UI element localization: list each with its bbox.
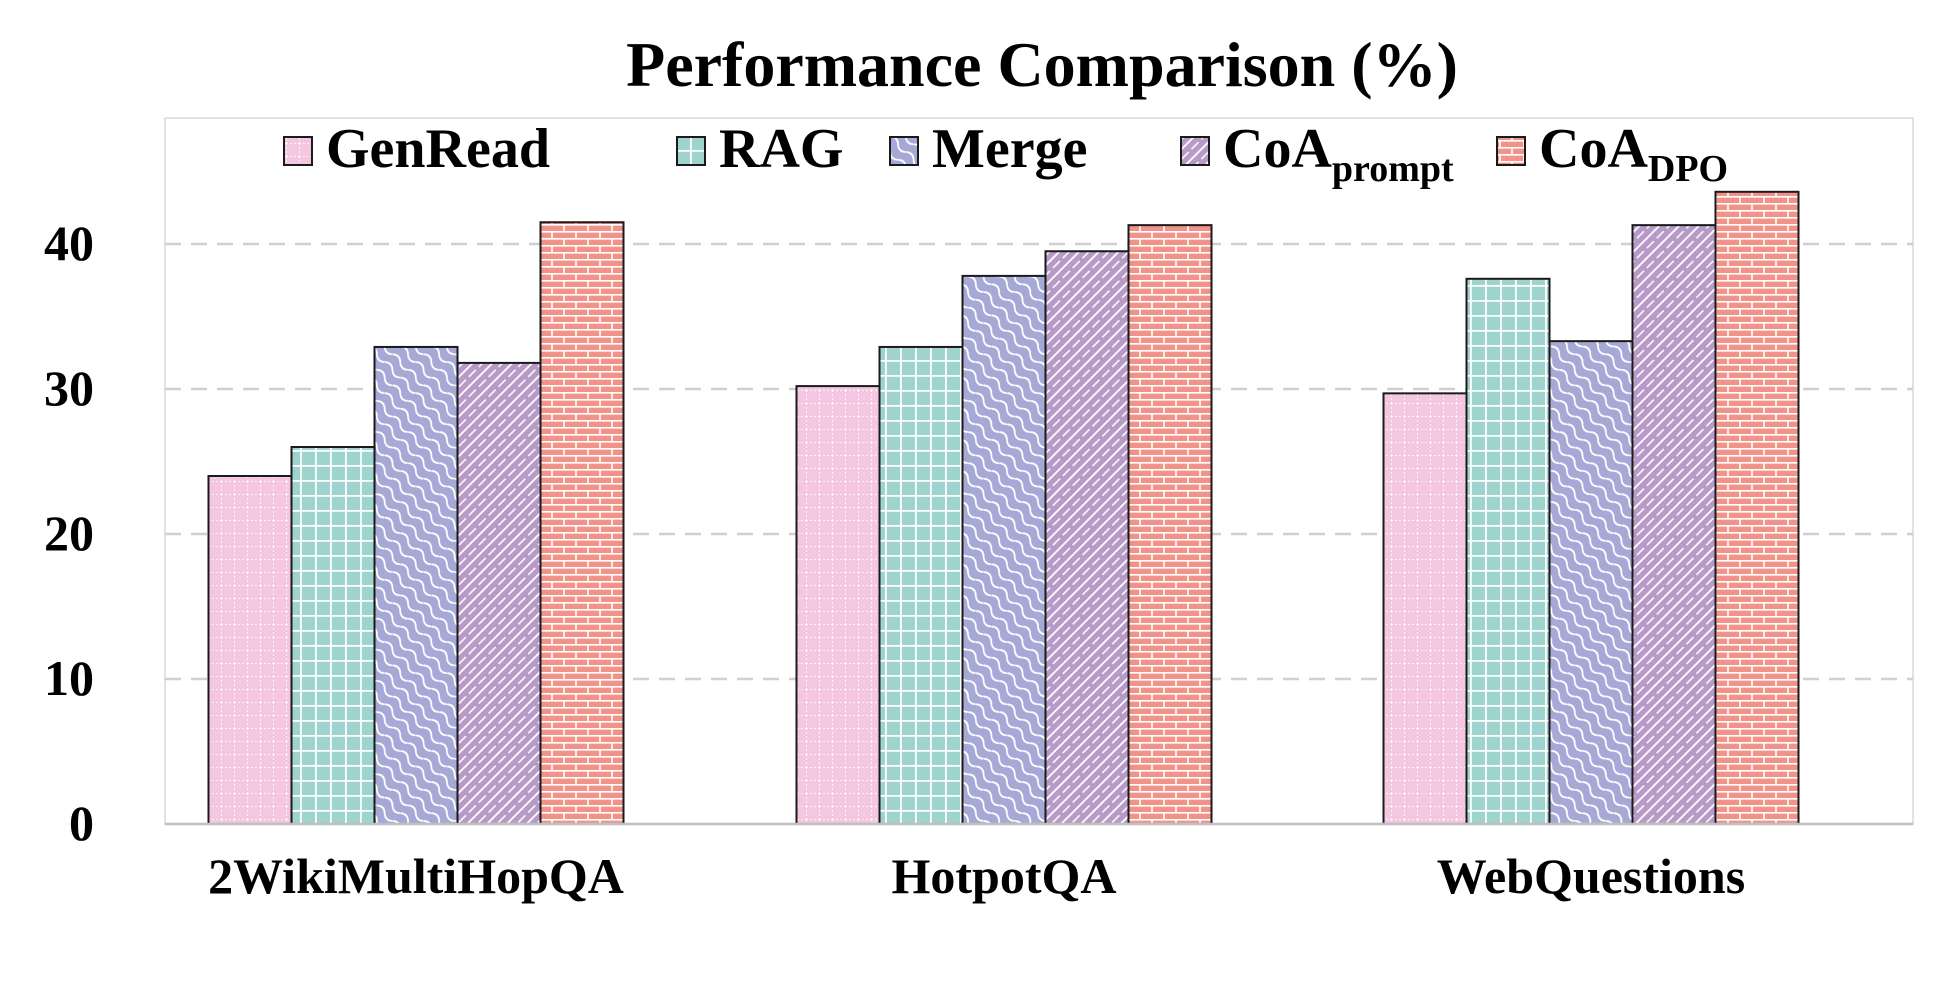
legend-label-subscript: DPO — [1648, 148, 1728, 190]
bar-coa-prompt-2 — [1631, 224, 1717, 825]
legend-label-text: GenRead — [326, 118, 550, 180]
bar-genread-2 — [1382, 392, 1468, 825]
bar-coa-prompt-1 — [1044, 250, 1130, 825]
legend-label: CoAprompt — [1223, 118, 1454, 190]
y-tick-label: 20 — [44, 505, 94, 561]
legend-label: Merge — [932, 118, 1087, 180]
legend-label-text: CoA — [1539, 118, 1648, 180]
legend: GenRead RAG Merge CoAprompt CoADPO — [283, 118, 1728, 190]
bar-coa-dpo-2 — [1714, 190, 1800, 826]
bar-coa-dpo-1 — [1127, 224, 1213, 825]
legend-label: RAG — [719, 118, 843, 180]
x-category-label: HotpotQA — [892, 848, 1117, 904]
legend-swatch — [283, 136, 313, 166]
legend-swatch — [676, 136, 706, 166]
axes: 0 10 20 30 40 2WikiMultiHopQA HotpotQA WebQuest… — [44, 215, 1913, 904]
legend-label: GenRead — [326, 118, 550, 180]
y-tick-label: 0 — [69, 795, 94, 851]
bar-merge-2 — [1548, 340, 1634, 825]
legend-label-text: Merge — [932, 118, 1087, 180]
legend-swatch — [889, 136, 919, 166]
y-tick-label: 30 — [44, 360, 94, 416]
bar-merge-1 — [961, 274, 1047, 825]
legend-label-text: CoA — [1223, 118, 1332, 180]
y-tick-label: 40 — [44, 215, 94, 271]
bar-rag-2 — [1465, 277, 1551, 825]
x-category-label: WebQuestions — [1437, 848, 1745, 904]
bars — [207, 190, 1800, 826]
legend-label: CoADPO — [1539, 118, 1728, 190]
bar-coa-dpo-0 — [539, 221, 625, 825]
bar-rag-1 — [878, 345, 964, 825]
bar-genread-0 — [207, 475, 293, 825]
bar-coa-prompt-0 — [456, 361, 542, 825]
bar-rag-0 — [290, 446, 376, 825]
x-category-label: 2WikiMultiHopQA — [208, 848, 624, 904]
legend-swatch — [1180, 136, 1210, 166]
y-tick-label: 10 — [44, 650, 94, 706]
legend-label-subscript: prompt — [1332, 148, 1454, 190]
legend-label-text: RAG — [719, 118, 843, 180]
bar-merge-0 — [373, 345, 459, 825]
bar-genread-1 — [795, 385, 881, 825]
legend-swatch — [1496, 136, 1526, 166]
chart-title: Performance Comparison (%) — [626, 29, 1458, 100]
